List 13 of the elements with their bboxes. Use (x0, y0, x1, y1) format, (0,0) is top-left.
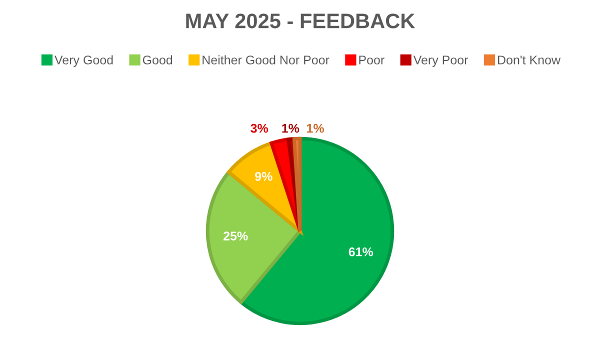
data-label: 25% (224, 232, 248, 240)
legend-label: Neither Good Nor Poor (202, 55, 330, 64)
data-label: 1% (307, 124, 324, 133)
data-label: 9% (255, 172, 272, 181)
data-label: 61% (348, 247, 374, 256)
data-label: 1% (282, 124, 300, 133)
legend-label: Good (142, 55, 172, 64)
legend-label: Poor (359, 56, 384, 64)
legend-label: Very Good (54, 55, 113, 67)
legend-label: Don't Know (498, 56, 561, 64)
legend-label: Very Poor (413, 56, 468, 67)
chart-title: MAY 2025 - FEEDBACK (186, 14, 416, 28)
data-label: 3% (250, 124, 268, 133)
